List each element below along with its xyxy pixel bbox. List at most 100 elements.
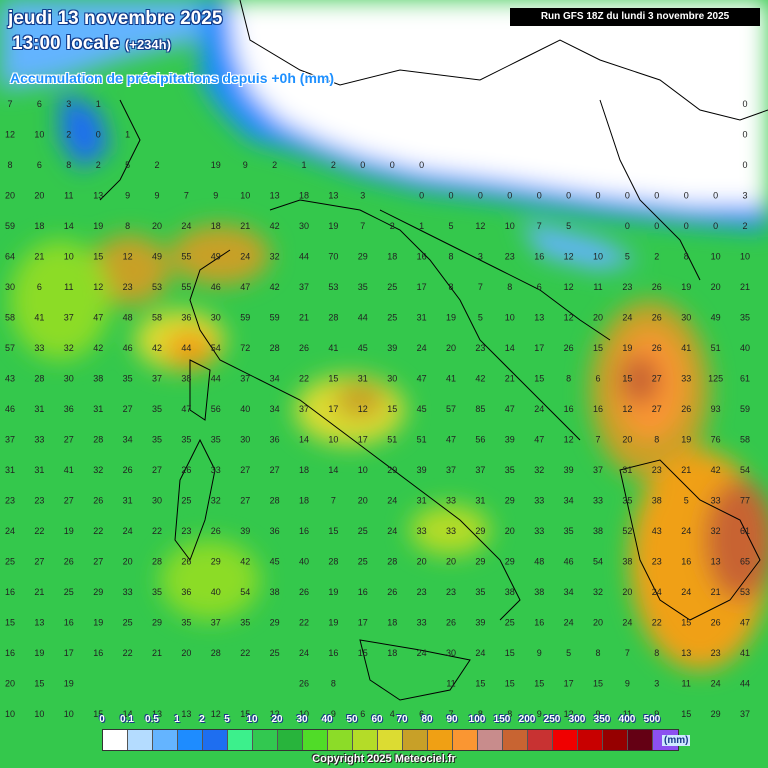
grid-value: 24 <box>652 587 662 597</box>
grid-value: 30 <box>152 496 162 506</box>
grid-value: 7 <box>595 435 600 445</box>
grid-value: 29 <box>475 526 485 536</box>
grid-value: 20 <box>446 557 456 567</box>
grid-value: 33 <box>417 526 427 536</box>
grid-value: 15 <box>593 679 603 689</box>
legend-tick-label: 5 <box>224 714 230 725</box>
grid-value: 25 <box>270 648 280 658</box>
grid-value: 19 <box>622 343 632 353</box>
grid-value: 26 <box>123 465 133 475</box>
grid-value: 35 <box>622 496 632 506</box>
grid-value: 6 <box>37 282 42 292</box>
grid-value: 47 <box>93 313 103 323</box>
grid-value: 2 <box>66 130 71 140</box>
precipitation-field <box>0 0 768 670</box>
grid-value: 12 <box>564 252 574 262</box>
grid-value: 29 <box>711 709 721 719</box>
grid-value: 22 <box>299 374 309 384</box>
grid-value: 39 <box>505 435 515 445</box>
grid-value: 7 <box>625 648 630 658</box>
grid-value: 0 <box>742 99 747 109</box>
grid-value: 0 <box>625 221 630 231</box>
grid-value: 8 <box>654 435 659 445</box>
grid-value: 17 <box>358 435 368 445</box>
grid-value: 28 <box>152 557 162 567</box>
grid-value: 42 <box>270 282 280 292</box>
grid-value: 49 <box>152 252 162 262</box>
grid-value: 11 <box>64 191 73 201</box>
grid-value: 2 <box>390 221 395 231</box>
grid-value: 15 <box>240 709 250 719</box>
grid-value: 61 <box>740 526 750 536</box>
grid-value: 21 <box>34 252 44 262</box>
grid-value: 45 <box>358 343 368 353</box>
grid-value: 42 <box>152 343 162 353</box>
grid-value: 58 <box>740 435 750 445</box>
grid-value: 20 <box>152 221 162 231</box>
grid-value: 22 <box>240 648 250 658</box>
grid-value: 22 <box>652 618 662 628</box>
grid-value: 7 <box>478 282 483 292</box>
grid-value: 9 <box>331 709 336 719</box>
grid-value: 18 <box>387 648 397 658</box>
legend-swatch <box>478 730 503 750</box>
grid-value: 26 <box>181 557 191 567</box>
legend-swatch <box>203 730 228 750</box>
grid-value: 93 <box>711 404 721 414</box>
grid-value: 9 <box>537 648 542 658</box>
grid-value: 59 <box>240 313 250 323</box>
grid-value: 15 <box>387 404 397 414</box>
grid-value: 2 <box>654 252 659 262</box>
grid-value: 40 <box>211 587 221 597</box>
grid-value: 25 <box>123 618 133 628</box>
grid-value: 33 <box>123 587 133 597</box>
grid-value: 33 <box>211 465 221 475</box>
grid-value: 12 <box>93 282 103 292</box>
grid-value: 37 <box>740 709 750 719</box>
grid-value: 22 <box>123 648 133 658</box>
grid-value: 44 <box>740 679 750 689</box>
grid-value: 40 <box>299 557 309 567</box>
grid-value: 28 <box>34 374 44 384</box>
grid-value: 23 <box>622 282 632 292</box>
grid-value: 25 <box>64 587 74 597</box>
grid-value: 10 <box>299 709 309 719</box>
grid-value: 9 <box>154 191 159 201</box>
grid-value: 46 <box>564 557 574 567</box>
grid-value: 29 <box>358 252 368 262</box>
grid-value: 33 <box>446 526 456 536</box>
grid-value: 0 <box>654 191 659 201</box>
grid-value: 8 <box>566 374 571 384</box>
grid-value: 35 <box>211 435 221 445</box>
grid-value: 6 <box>595 374 600 384</box>
grid-value: 30 <box>387 374 397 384</box>
grid-value: 16 <box>564 404 574 414</box>
grid-value: 14 <box>123 709 133 719</box>
grid-value: 0 <box>684 221 689 231</box>
grid-value: 22 <box>34 526 44 536</box>
grid-value: 61 <box>740 374 750 384</box>
legend-tick-label: 150 <box>493 714 511 725</box>
grid-value: 20 <box>34 191 44 201</box>
grid-value: 19 <box>34 648 44 658</box>
grid-value: 3 <box>654 679 659 689</box>
grid-value: 32 <box>93 465 103 475</box>
grid-value: 22 <box>93 526 103 536</box>
grid-value: 0 <box>625 191 630 201</box>
grid-value: 37 <box>152 374 162 384</box>
grid-value: 0 <box>537 191 542 201</box>
grid-value: 35 <box>152 587 162 597</box>
grid-value: 27 <box>34 557 44 567</box>
grid-value: 21 <box>299 313 309 323</box>
grid-value: 3 <box>66 99 71 109</box>
grid-value: 41 <box>740 648 750 658</box>
grid-value: 23 <box>711 648 721 658</box>
grid-value: 39 <box>417 465 427 475</box>
legend-tick-label: 250 <box>543 714 561 725</box>
grid-value: 13 <box>181 709 191 719</box>
grid-value: 59 <box>270 313 280 323</box>
grid-value: 8 <box>125 221 130 231</box>
grid-value: 42 <box>240 557 250 567</box>
grid-value: 57 <box>446 404 456 414</box>
lead-time: (+234h) <box>125 37 171 52</box>
